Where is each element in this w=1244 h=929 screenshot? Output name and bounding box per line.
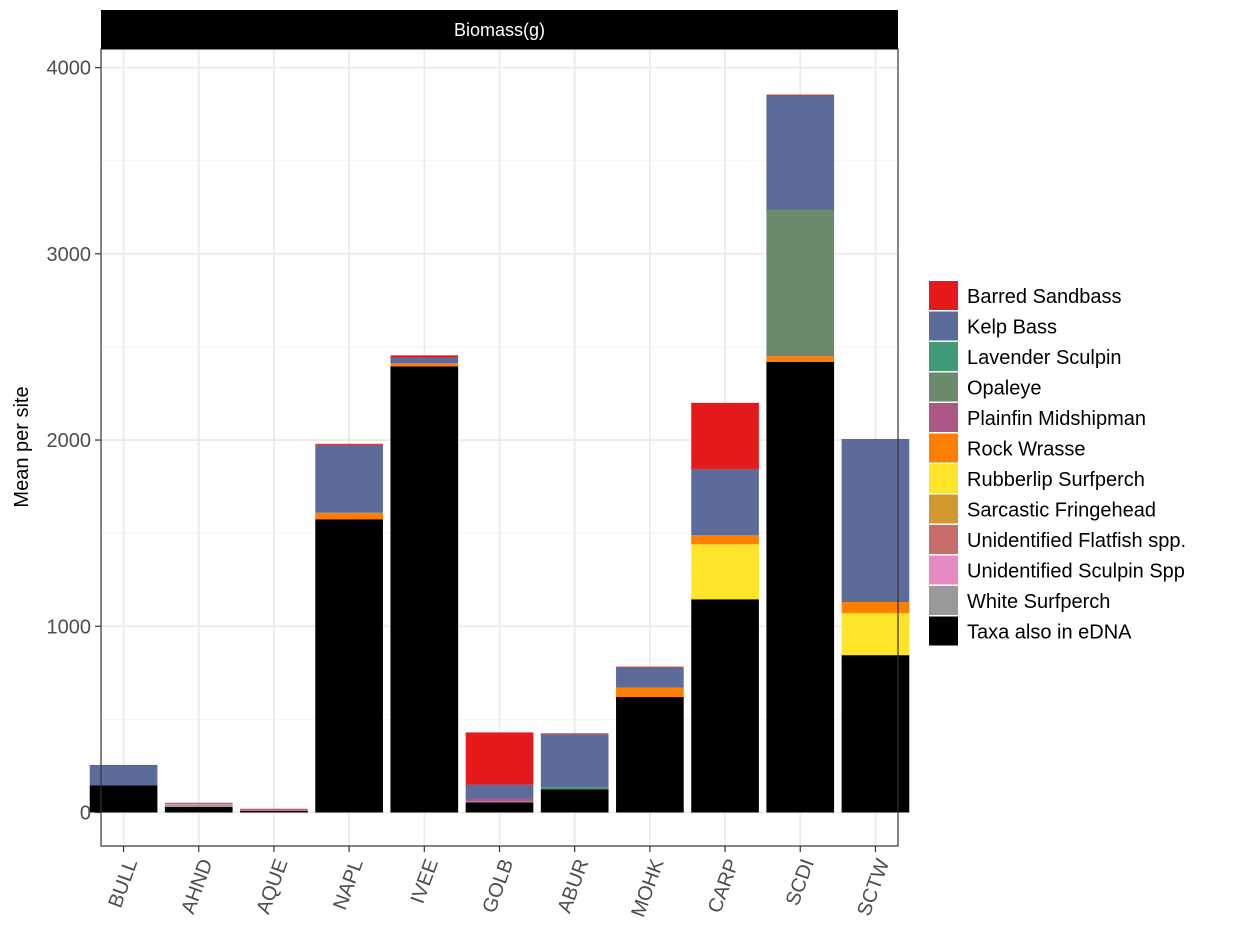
bar-segment-mohk-taxa-also-in-edna <box>616 697 684 813</box>
facet-strip-background <box>101 10 898 49</box>
legend-key <box>929 281 958 310</box>
bar-segment-bull-taxa-also-in-edna <box>89 785 158 813</box>
bar-segment-ahnd-taxa-also-in-edna <box>164 806 233 813</box>
legend-label: Unidentified Flatfish spp. <box>967 530 1186 552</box>
bar-segment-golb-barred-sandbass <box>465 732 534 785</box>
x-axis: BULL AHND AQUE NAPL IVEE GOLB ABUR MOHK CARP SCDI… <box>104 846 894 920</box>
legend-key <box>929 342 958 371</box>
legend-key <box>929 586 958 615</box>
bar-segment-mohk-barred-sandbass <box>616 666 684 668</box>
bar-segment-golb-plainfin-midshipman <box>465 798 534 802</box>
bar-segment-sctw-kelp-bass <box>841 440 910 603</box>
legend-label: Lavender Sculpin <box>967 347 1122 369</box>
legend-key <box>929 494 958 524</box>
bars <box>89 94 910 813</box>
bar-segment-abur-taxa-also-in-edna <box>540 789 609 813</box>
x-tick-label: NAPL <box>329 856 368 913</box>
bar-segment-carp-rubberlip-surfperch <box>691 544 759 600</box>
bar-segment-carp-taxa-also-in-edna <box>691 599 759 813</box>
bar-segment-scdi-kelp-bass <box>766 95 835 211</box>
bar-segment-sctw-barred-sandbass <box>841 439 910 441</box>
legend-key <box>929 433 958 463</box>
legend-label: White Surfperch <box>967 591 1110 613</box>
bar-segment-abur-kelp-bass <box>540 734 609 788</box>
bar-segment-scdi-taxa-also-in-edna <box>766 361 835 813</box>
bar-segment-golb-kelp-bass <box>465 784 534 799</box>
bar-segment-ivee-barred-sandbass <box>390 355 459 358</box>
bar-segment-napl-kelp-bass <box>315 444 383 513</box>
bar-segment-sctw-rubberlip-surfperch <box>841 613 910 656</box>
bar-segment-carp-kelp-bass <box>691 468 759 536</box>
bar-segment-carp-barred-sandbass <box>691 402 759 469</box>
legend-label: Rock Wrasse <box>967 439 1086 461</box>
bar-segment-aque-taxa-also-in-edna <box>240 810 308 813</box>
y-tick-label: 3000 <box>47 244 92 266</box>
x-tick-label: AHND <box>177 856 217 917</box>
y-tick-label: 1000 <box>47 616 92 638</box>
y-tick-label: 4000 <box>47 58 92 80</box>
y-axis-title: Mean per site <box>11 386 33 507</box>
x-tick-label: MOHK <box>627 856 668 921</box>
bar-segment-ivee-taxa-also-in-edna <box>390 366 459 813</box>
legend-key <box>929 372 958 402</box>
plot-panel <box>89 48 910 847</box>
x-tick-label: SCTW <box>853 856 894 919</box>
bar-segment-ahnd-unidentified-sculpin-spp <box>164 804 233 805</box>
legend-label: Rubberlip Surfperch <box>967 469 1145 491</box>
legend-key <box>929 616 958 646</box>
legend: Barred Sandbass Kelp Bass Lavender Sculpin… <box>929 281 1186 646</box>
bar-segment-aque-barred-sandbass <box>240 808 308 810</box>
bar-segment-mohk-rock-wrasse <box>616 687 684 698</box>
x-tick-label: AQUE <box>253 856 293 917</box>
legend-label: Kelp Bass <box>967 317 1057 339</box>
bar-segment-ivee-rock-wrasse <box>390 363 459 367</box>
bar-segment-ahnd-white-surfperch <box>164 804 233 807</box>
bar-segment-bull-barred-sandbass <box>89 764 158 766</box>
x-tick-label: IVEE <box>407 856 443 906</box>
legend-label: Barred Sandbass <box>967 286 1122 308</box>
legend-label: Sarcastic Fringehead <box>967 500 1156 522</box>
legend-key <box>929 403 958 432</box>
facet-title: Biomass(g) <box>454 20 545 40</box>
x-tick-label: ABUR <box>554 856 594 916</box>
bar-segment-napl-taxa-also-in-edna <box>315 519 383 813</box>
facet-strip: Biomass(g) <box>101 10 898 49</box>
legend-key <box>929 311 958 341</box>
bar-segment-scdi-opaleye <box>766 210 835 357</box>
bar-segment-bull-kelp-bass <box>89 765 158 786</box>
bar-segment-abur-barred-sandbass <box>540 733 609 735</box>
bar-segment-napl-rock-wrasse <box>315 512 383 520</box>
bar-segment-scdi-rock-wrasse <box>766 356 835 362</box>
legend-label: Taxa also in eDNA <box>967 622 1132 644</box>
bar-segment-abur-lavender-sculpin <box>540 787 609 790</box>
bar-segment-sctw-taxa-also-in-edna <box>841 655 910 813</box>
x-tick-label: CARP <box>704 856 744 916</box>
bar-segment-golb-unidentified-sculpin-spp <box>465 801 534 803</box>
bar-segment-mohk-kelp-bass <box>616 667 684 688</box>
legend-label: Opaleye <box>967 378 1042 400</box>
legend-key <box>929 525 958 554</box>
bar-segment-carp-rock-wrasse <box>691 535 759 545</box>
x-tick-label: BULL <box>104 856 142 911</box>
y-tick-label: 2000 <box>47 430 92 452</box>
legend-key <box>929 464 958 493</box>
bar-segment-sctw-rock-wrasse <box>841 602 910 614</box>
legend-label: Unidentified Sculpin Spp <box>967 561 1185 583</box>
x-tick-label: SCDI <box>782 856 819 908</box>
bar-segment-napl-barred-sandbass <box>315 443 383 445</box>
bar-segment-scdi-barred-sandbass <box>766 94 835 96</box>
y-axis: 0 1000 2000 3000 4000 <box>47 58 101 824</box>
legend-key <box>929 555 958 585</box>
bar-segment-golb-taxa-also-in-edna <box>465 802 534 813</box>
bar-segment-ahnd-unidentified-flatfish-spp <box>164 803 233 805</box>
bar-segment-ivee-kelp-bass <box>390 357 459 364</box>
bar-segment-aque-unidentified-sculpin-spp <box>240 810 308 811</box>
legend-label: Plainfin Midshipman <box>967 408 1146 430</box>
y-tick-label: 0 <box>80 802 91 824</box>
x-tick-label: GOLB <box>479 856 519 916</box>
bar-segment-aque-unidentified-flatfish-spp <box>240 809 308 811</box>
bar-segment-ahnd-barred-sandbass <box>164 802 233 804</box>
